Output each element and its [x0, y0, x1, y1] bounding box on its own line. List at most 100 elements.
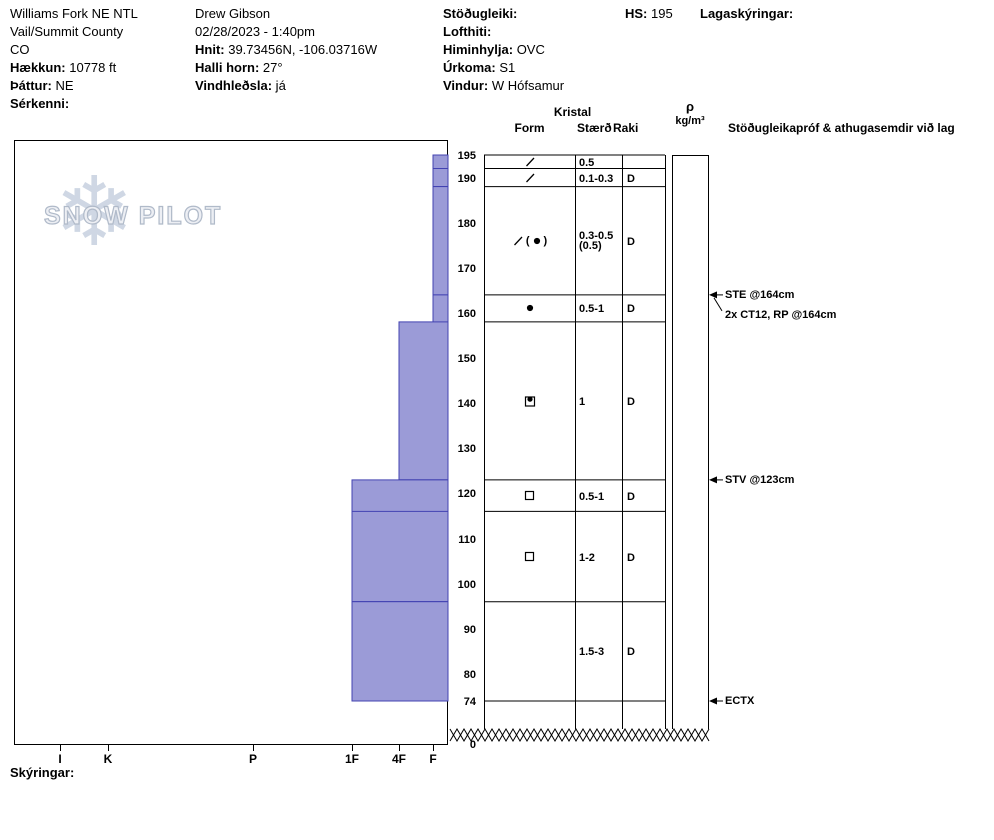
- field-label: Hækkun:: [10, 60, 66, 75]
- field-value: CO: [10, 42, 30, 57]
- hardness-tick-label: 1F: [344, 752, 359, 766]
- field-label: Stöðugleiki:: [443, 6, 518, 21]
- grain-form-symbol: [484, 171, 575, 185]
- grain-slash-icon: [525, 173, 534, 183]
- moisture-value: D: [627, 303, 635, 316]
- depth-tick-label: 80: [463, 668, 476, 681]
- grain-open-square-icon: [524, 551, 535, 562]
- stability-test-label: STV @123cm: [725, 473, 795, 486]
- depth-tick-label: 170: [457, 262, 476, 275]
- stability-test-label: 2x CT12, RP @164cm: [725, 308, 837, 321]
- density-units-header: kg/m³: [675, 115, 705, 127]
- header-field-observer: 02/28/2023 - 1:40pm: [195, 24, 315, 40]
- stability-test-label: STE @164cm: [725, 288, 795, 301]
- header-field-conditions: Úrkoma: S1: [443, 60, 515, 76]
- moisture-value: D: [627, 490, 635, 503]
- field-value: 39.73456N, -106.03716W: [224, 42, 378, 57]
- header-field-snow-height: HS: 195: [625, 6, 673, 22]
- crystal-group-header: Kristal: [553, 105, 592, 119]
- layer-hardness-bar: [398, 321, 449, 481]
- crystal-table-grid: [484, 154, 666, 729]
- grain-square-dot-icon: [524, 396, 535, 407]
- stability-test-label: ECTX: [725, 695, 755, 707]
- grain-filled-circle-icon: [526, 305, 533, 312]
- depth-tick-label: 120: [457, 488, 476, 501]
- field-value: Vail/Summit County: [10, 24, 124, 39]
- header-field-layer-notes: Lagaskýringar:: [700, 6, 793, 22]
- moisture-value: D: [627, 172, 635, 185]
- depth-tick-label: 190: [457, 172, 476, 185]
- field-value: 10778 ft: [65, 60, 117, 75]
- depth-ground-label: 0: [469, 739, 476, 751]
- header-field-location: Vail/Summit County: [10, 24, 123, 40]
- depth-tick-label: 195: [457, 150, 476, 162]
- header-field-observer: Drew Gibson: [195, 6, 270, 22]
- layer-hardness-bar: [351, 601, 449, 702]
- moisture-value: D: [627, 551, 635, 564]
- grain-size-value: 1-2: [579, 551, 595, 564]
- header-field-location: Williams Fork NE NTL: [10, 6, 138, 22]
- header-field-location: Hækkun: 10778 ft: [10, 60, 116, 76]
- grain-form-symbol: [484, 489, 575, 503]
- snowflake-logo-icon: ❄: [54, 156, 135, 268]
- grain-size-value: 0.5: [579, 156, 595, 169]
- paren-close: ): [543, 234, 548, 247]
- grain-size-value: 0.5-1: [579, 490, 605, 503]
- field-value: 195: [647, 6, 673, 21]
- field-label: Lofthiti:: [443, 24, 492, 39]
- grain-open-square-icon: [524, 491, 535, 501]
- depth-tick-label: 180: [457, 217, 476, 230]
- grain-size-value: 1.5-3: [579, 646, 605, 659]
- field-label: Himinhylja:: [443, 42, 514, 57]
- depth-tick-label: 140: [457, 398, 476, 411]
- moisture-value: D: [627, 235, 635, 248]
- field-label: Vindhleðsla:: [195, 78, 273, 93]
- header-field-conditions: Lofthiti:: [443, 24, 491, 40]
- density-column-grid: [672, 155, 709, 729]
- hardness-tick-label: K: [103, 752, 113, 766]
- grain-size-value: 1: [579, 395, 586, 408]
- form-column-header: Form: [514, 121, 545, 135]
- hardness-tick-label: P: [248, 752, 257, 766]
- field-value: 27°: [259, 60, 283, 75]
- moisture-value: D: [627, 395, 635, 408]
- moisture-column-header: Raki: [613, 121, 639, 135]
- field-label: Þáttur:: [10, 78, 52, 93]
- field-label: Halli horn:: [195, 60, 260, 75]
- depth-tick-label: 160: [457, 307, 476, 320]
- grain-filled-circle-icon: [533, 237, 540, 244]
- depth-tick-label: 90: [463, 623, 476, 636]
- depth-tick-label: 130: [457, 443, 476, 456]
- grain-form-symbol: [484, 301, 575, 315]
- header-field-location: Þáttur: NE: [10, 78, 74, 94]
- header-field-conditions: Himinhylja: OVC: [443, 42, 545, 58]
- layer-hardness-bar: [351, 479, 449, 512]
- test-arrow-icon: [709, 291, 717, 299]
- field-value: W Hófsamur: [488, 78, 565, 93]
- grain-form-symbol: [484, 155, 575, 169]
- paren-open: (: [525, 234, 530, 247]
- field-label: HS:: [625, 6, 648, 21]
- field-value: Williams Fork NE NTL: [10, 6, 138, 21]
- depth-tick-label: 100: [457, 578, 476, 591]
- field-value: NE: [51, 78, 74, 93]
- field-label: Sérkenni:: [10, 96, 70, 111]
- header-field-observer: Vindhleðsla: já: [195, 78, 286, 94]
- header-field-location: Sérkenni:: [10, 96, 69, 112]
- header-field-location: CO: [10, 42, 30, 58]
- field-value: já: [272, 78, 286, 93]
- header-field-conditions: Stöðugleiki:: [443, 6, 517, 22]
- hardness-tick-label: F: [429, 752, 437, 766]
- grain-form-symbol: [484, 550, 575, 564]
- field-value: S1: [495, 60, 516, 75]
- density-symbol-header: ρ: [685, 99, 695, 114]
- field-label: Lagaskýringar:: [700, 6, 794, 21]
- grain-slash-icon: [513, 236, 523, 246]
- header-field-conditions: Vindur: W Hófsamur: [443, 78, 564, 94]
- grain-size-value: 0.3-0.5 (0.5): [579, 229, 614, 252]
- hardness-bars: [351, 154, 449, 702]
- hardness-tick-label: 4F: [391, 752, 406, 766]
- grain-size-value: 0.5-1: [579, 303, 605, 316]
